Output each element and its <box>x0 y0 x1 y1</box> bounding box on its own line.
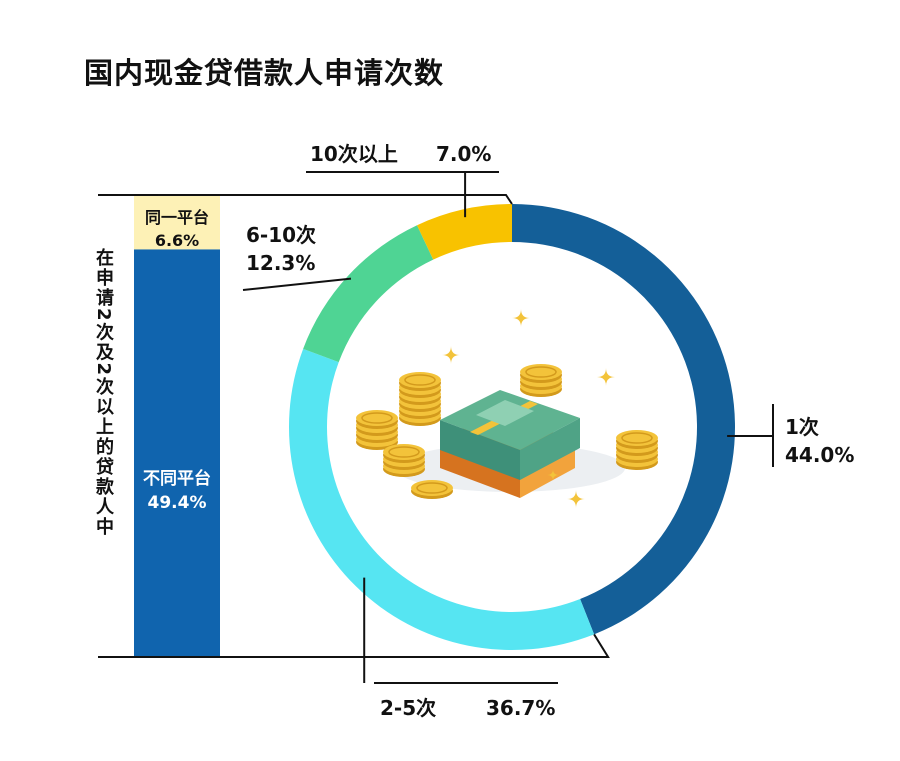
donut-slice-1 <box>512 204 736 635</box>
donut-slice-10plus <box>417 204 512 260</box>
donut-slice-6-10 <box>303 225 434 363</box>
label-2-5-value: 36.7% <box>486 696 556 720</box>
coin-stack-a <box>399 372 441 426</box>
coin-rim <box>525 366 557 378</box>
coin-rim <box>621 432 653 444</box>
label-6-10-value: 12.3% <box>246 251 316 275</box>
donut-slice-2-5 <box>289 348 595 650</box>
coin-stack-b <box>356 410 398 450</box>
bar-label-same-platform: 同一平台 <box>144 208 209 227</box>
bracket-bottom-line <box>98 633 610 658</box>
coin-rim <box>361 412 393 424</box>
sparkle-d <box>567 490 585 508</box>
cash-label <box>476 400 534 426</box>
label-2-5-category: 2-5次 <box>380 696 437 720</box>
cash-bills-left <box>440 420 520 480</box>
label-1-value: 44.0% <box>785 443 855 467</box>
bar-segment-same-platform <box>134 195 220 250</box>
page-title: 国内现金贷借款人申请次数 <box>84 56 445 90</box>
sparkle-e <box>547 469 559 481</box>
bar-axis-label: 在申请2次及2次以上的贷款人中 <box>93 248 114 538</box>
cash-stack <box>440 390 580 498</box>
coin-stack-f <box>616 430 658 470</box>
coin-stack-e <box>520 364 562 397</box>
label-10plus-value: 7.0% <box>436 142 492 166</box>
label-10plus-category: 10次以上 <box>310 142 398 166</box>
sparkle-c <box>597 368 615 386</box>
coin-rim <box>404 374 436 386</box>
bar-value-diff-platform: 49.4% <box>147 493 207 513</box>
coin-rim <box>416 482 448 494</box>
sparkle-a <box>512 309 530 327</box>
bar-segment-diff-platform <box>134 249 220 657</box>
label-1-category: 1次 <box>785 415 819 439</box>
coin-rim <box>388 446 420 458</box>
cash-bills-right <box>520 418 580 480</box>
bar-value-same-platform: 6.6% <box>154 231 200 250</box>
coin-stack-d <box>411 480 453 499</box>
label-6-10-category: 6-10次 <box>246 223 317 247</box>
leader-6-10-line <box>242 277 352 291</box>
cash-and-coins-icon <box>356 309 658 508</box>
sparkle-b <box>442 346 460 364</box>
bracket-top-line <box>98 194 513 205</box>
bar-label-diff-platform: 不同平台 <box>143 469 211 489</box>
coin-stack-c <box>383 444 425 477</box>
